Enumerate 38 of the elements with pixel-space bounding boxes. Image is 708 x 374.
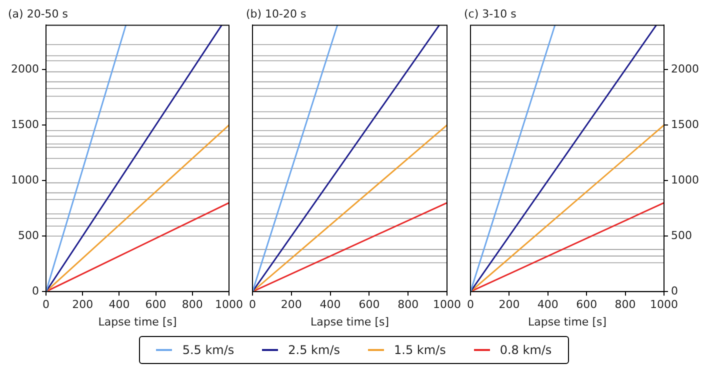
legend-label: 5.5 km/s (182, 343, 234, 357)
legend-label: 0.8 km/s (500, 343, 552, 357)
x-axis-title: Lapse time [s] (98, 315, 177, 328)
x-tick-label: 600 (576, 298, 598, 312)
x-tick-label: 600 (358, 298, 380, 312)
y2-tick-label: 500 (671, 228, 692, 242)
x-tick-label: 0 (42, 298, 50, 312)
x-tick-label: 1000 (433, 298, 462, 312)
y-tick-label: 0 (32, 284, 39, 298)
chart-title: (a) 20-50 s (8, 7, 68, 20)
x-tick-label: 200 (280, 298, 302, 312)
y2-tick-label: 1500 (671, 118, 700, 131)
legend-label: 1.5 km/s (394, 343, 446, 357)
y2-tick-label: 2000 (671, 62, 700, 76)
y-tick-label: 2000 (10, 62, 39, 76)
x-tick-label: 400 (108, 298, 130, 312)
x-tick-label: 400 (320, 298, 341, 312)
chart-title: (c) 3-10 s (464, 7, 517, 20)
x-tick-label: 1000 (650, 298, 678, 312)
x-axis-title: Lapse time [s] (310, 315, 390, 328)
x-tick-label: 800 (398, 298, 419, 312)
x-tick-label: 200 (72, 298, 94, 312)
x-tick-label: 800 (614, 298, 636, 312)
x-tick-label: 0 (467, 298, 474, 312)
y-tick-label: 1000 (10, 173, 39, 186)
legend-label: 2.5 km/s (288, 343, 340, 357)
y2-tick-label: 1000 (671, 173, 700, 186)
x-tick-label: 600 (145, 298, 166, 312)
x-tick-label: 1000 (215, 298, 244, 312)
y2-tick-label: 0 (671, 284, 678, 298)
x-tick-label: 800 (182, 298, 203, 312)
x-axis-title: Lapse time [s] (528, 315, 607, 328)
x-tick-label: 400 (537, 298, 558, 312)
y-tick-label: 500 (18, 228, 39, 242)
x-tick-label: 0 (249, 298, 256, 312)
chart-title: (b) 10-20 s (246, 7, 307, 20)
x-tick-label: 200 (498, 298, 520, 312)
y-tick-label: 1500 (10, 118, 39, 131)
